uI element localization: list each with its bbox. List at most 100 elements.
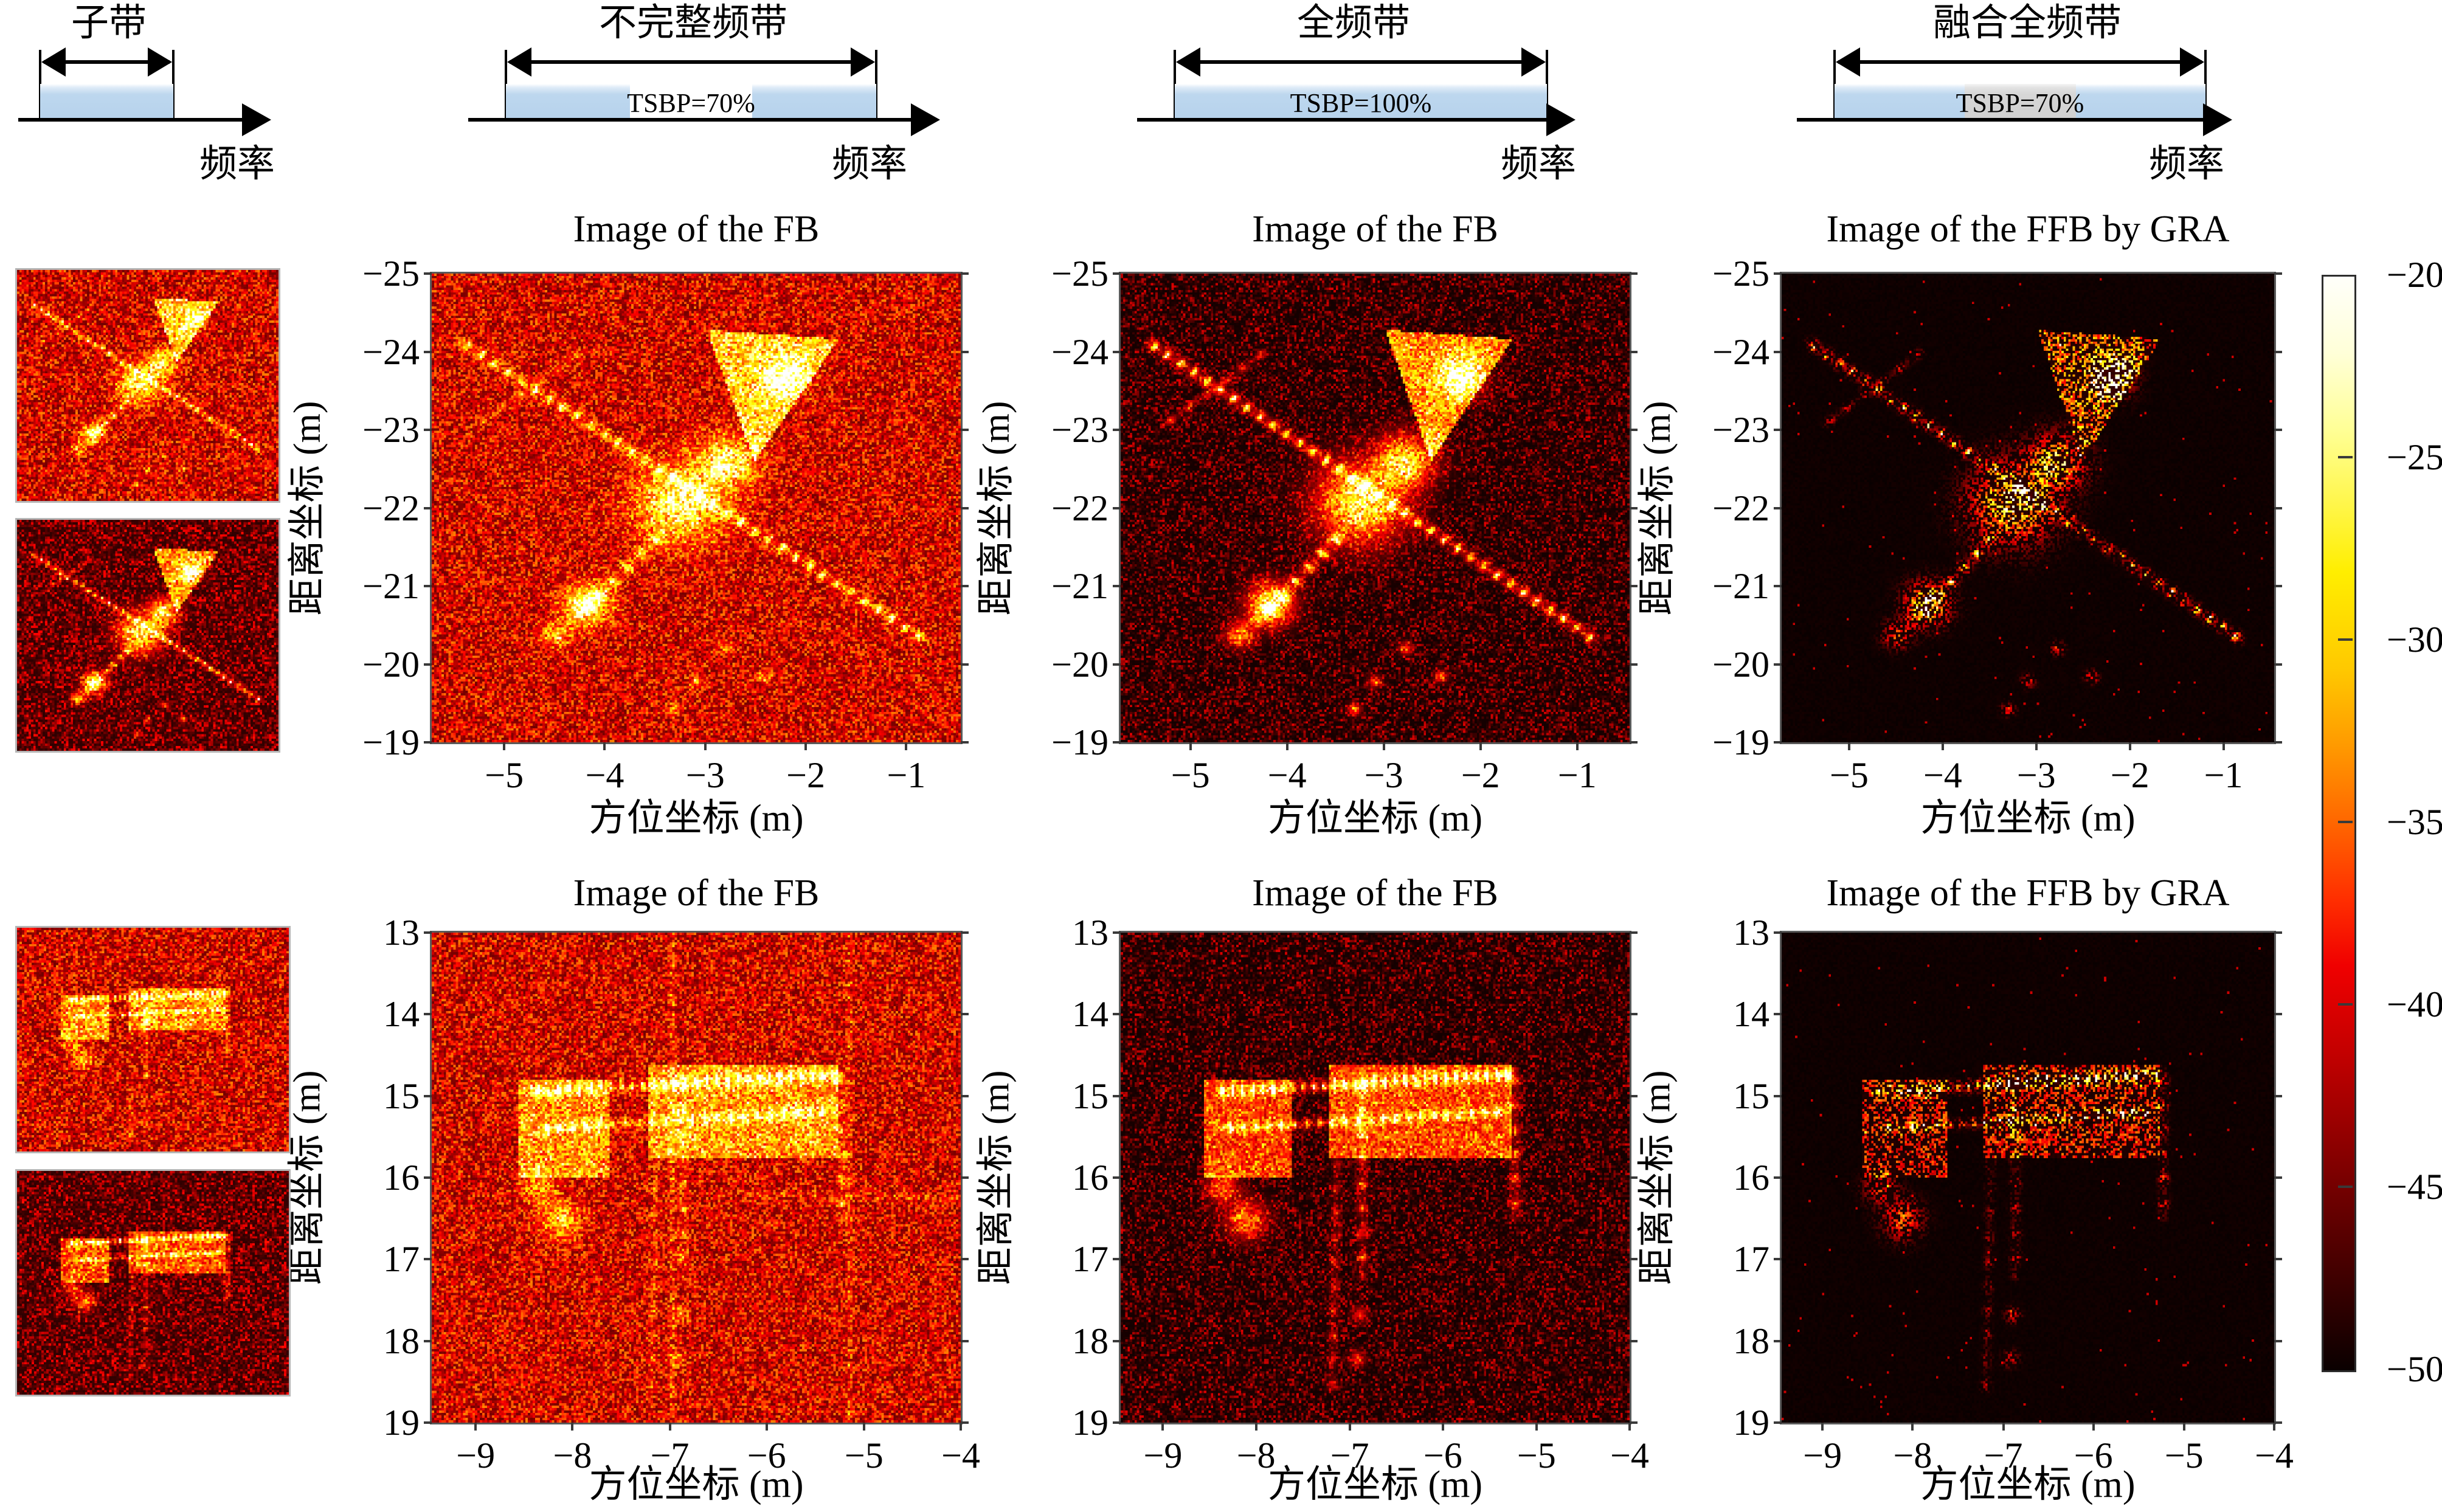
x-tick-label: −4 [585, 755, 624, 795]
plot-title: Image of the FB [1252, 209, 1498, 250]
y-tick-label: 17 [1733, 1239, 1769, 1280]
tsbp-label [40, 88, 173, 119]
sar-image-canvas [432, 274, 961, 742]
y-tick-mark [961, 1094, 969, 1097]
y-tick-mark [424, 1421, 432, 1424]
x-axis-label: 方位坐标 (m) [1920, 798, 2136, 839]
x-tick-mark [960, 1423, 962, 1431]
band-title: 子带 [71, 2, 147, 44]
colorbar-tick-mark [2338, 821, 2353, 823]
y-tick-mark [1774, 585, 1782, 587]
subband-thumbnail [15, 518, 280, 753]
colorbar-tick-label: −50 [2387, 1349, 2442, 1389]
y-tick-label: −22 [1712, 488, 1769, 528]
colorbar-gradient [2322, 275, 2356, 1372]
colorbar-tick-mark [2338, 456, 2353, 458]
y-tick-mark [1630, 1176, 1638, 1179]
y-tick-mark [1113, 663, 1121, 666]
sar-thumbnail-canvas [17, 520, 278, 751]
x-tick-mark [1847, 742, 1850, 750]
y-tick-mark [424, 506, 432, 509]
y-tick-mark [961, 931, 969, 934]
y-tick-label: −20 [1712, 644, 1769, 685]
bandwidth-double-arrow-icon [44, 60, 170, 64]
y-tick-mark [1113, 585, 1121, 587]
y-tick-mark [1630, 506, 1638, 509]
y-tick-label: −21 [1712, 566, 1769, 606]
y-tick-mark [424, 585, 432, 587]
y-tick-mark [1630, 1094, 1638, 1097]
plot-title: Image of the FB [573, 209, 820, 250]
y-axis-label: 距离坐标 (m) [975, 400, 1017, 616]
x-tick-mark [571, 1423, 574, 1431]
y-tick-label: −23 [362, 410, 420, 450]
y-tick-mark [1630, 429, 1638, 431]
y-tick-label: 15 [383, 1075, 420, 1116]
y-tick-mark [424, 663, 432, 666]
x-tick-mark [804, 742, 808, 750]
y-tick-mark [1774, 1339, 1782, 1342]
frequency-axis-arrow-icon [18, 118, 243, 122]
y-axis-label: 距离坐标 (m) [286, 400, 328, 616]
plot-area [1119, 931, 1631, 1424]
x-tick-label: −9 [1143, 1435, 1183, 1476]
band-right-edge-line [1546, 50, 1548, 122]
x-tick-mark [2128, 742, 2131, 750]
x-tick-label: −6 [2074, 1435, 2113, 1476]
x-tick-label: −9 [1803, 1435, 1842, 1476]
plot-title: Image of the FB [1252, 872, 1498, 914]
plot-area [430, 931, 963, 1424]
bandwidth-double-arrow-icon [510, 60, 873, 64]
x-tick-label: −7 [650, 1435, 690, 1476]
band-spectrum-box [1175, 84, 1547, 122]
sar-thumbnail-canvas [17, 1171, 289, 1395]
y-tick-label: −20 [1051, 644, 1109, 685]
y-tick-mark [2274, 931, 2282, 934]
y-tick-mark [2274, 663, 2282, 666]
band-right-edge-line [2204, 50, 2207, 122]
x-axis-label: 方位坐标 (m) [1267, 798, 1483, 839]
y-tick-mark [1630, 1258, 1638, 1261]
frequency-axis-arrow-icon [468, 118, 912, 122]
x-tick-mark [474, 1423, 477, 1431]
y-tick-label: −25 [362, 254, 420, 294]
y-tick-label: −22 [362, 488, 420, 528]
colorbar-tick-mark [2338, 1003, 2353, 1006]
colorbar-tick-label: −35 [2387, 802, 2442, 842]
y-tick-mark [1774, 272, 1782, 275]
sar-image-canvas [1782, 933, 2274, 1423]
x-tick-label: −3 [2016, 755, 2056, 795]
x-tick-label: −9 [456, 1435, 496, 1476]
x-tick-label: −5 [485, 755, 524, 795]
y-tick-mark [424, 931, 432, 934]
y-tick-mark [1113, 931, 1121, 934]
y-tick-mark [1113, 506, 1121, 509]
y-tick-label: 19 [383, 1403, 420, 1443]
y-tick-mark [2274, 506, 2282, 509]
band-right-edge-line [172, 50, 175, 122]
y-axis-label: 距离坐标 (m) [1636, 400, 1678, 616]
x-tick-label: −1 [2204, 755, 2243, 795]
y-tick-label: −22 [1051, 488, 1109, 528]
x-tick-mark [503, 742, 506, 750]
plot-area [1780, 272, 2276, 744]
subband-thumbnail [15, 268, 280, 503]
y-tick-label: −24 [362, 331, 420, 372]
x-tick-mark [1382, 742, 1385, 750]
plot-title: Image of the FFB by GRA [1826, 872, 2230, 914]
y-tick-label: −19 [1712, 722, 1769, 762]
band-spectrum-box [506, 84, 876, 122]
x-tick-label: −4 [1610, 1435, 1649, 1476]
band-right-edge-line [875, 50, 877, 122]
frequency-axis-label: 频率 [1500, 143, 1576, 185]
x-tick-mark [1441, 1423, 1444, 1431]
x-tick-mark [603, 742, 606, 750]
y-tick-mark [424, 429, 432, 431]
colorbar-tick-label: −40 [2387, 984, 2442, 1024]
x-tick-mark [862, 1423, 865, 1431]
band-title: 全频带 [1296, 2, 1410, 44]
subband-thumbnail [15, 1169, 291, 1396]
y-tick-label: −23 [1712, 410, 1769, 450]
y-tick-label: −25 [1712, 254, 1769, 294]
y-axis-label: 距离坐标 (m) [975, 1070, 1017, 1285]
